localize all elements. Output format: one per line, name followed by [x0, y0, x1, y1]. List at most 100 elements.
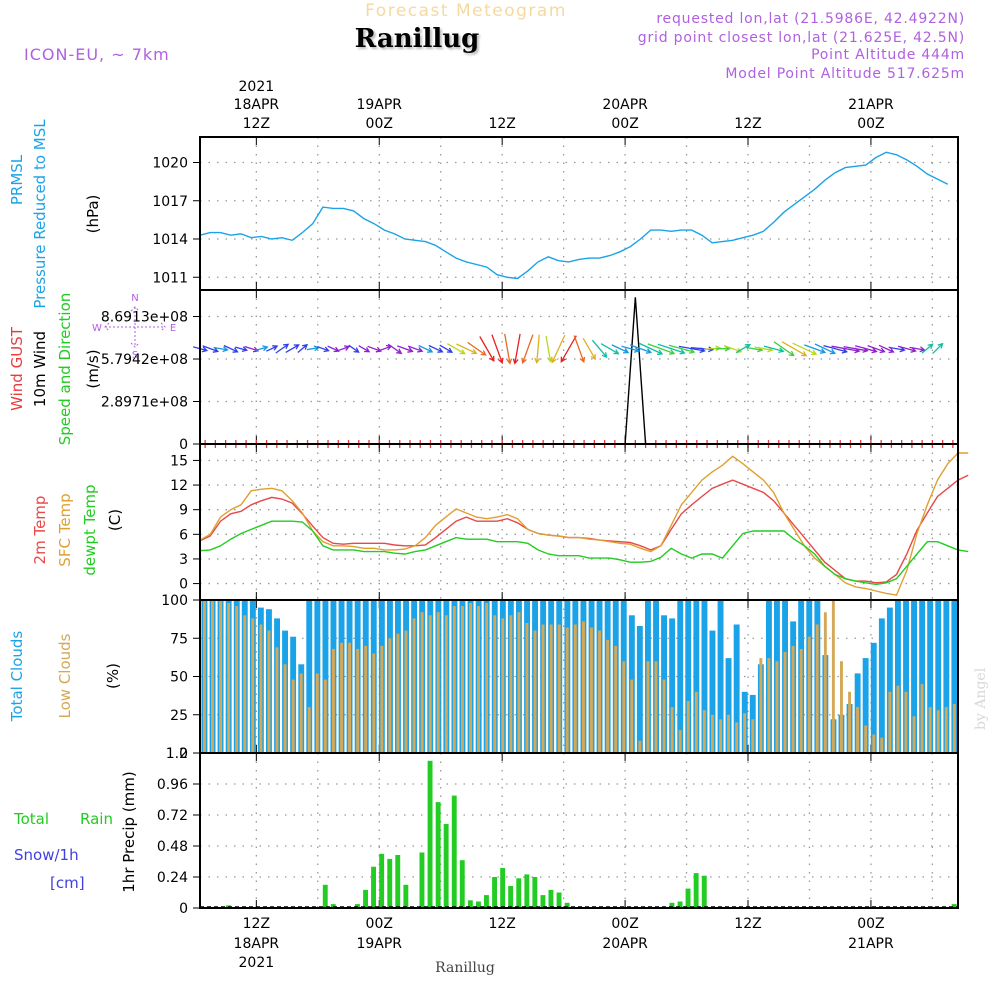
ytick-label: 0: [179, 901, 188, 917]
low-cloud-bar: [912, 716, 916, 753]
precip-bar: [435, 802, 441, 908]
bottom-hour-label: 00Z: [857, 916, 884, 932]
low-cloud-bar: [904, 691, 908, 753]
wind-arrow: [285, 344, 300, 353]
wind-arrow: [792, 342, 818, 356]
pressure-unit: (hPa): [84, 195, 102, 234]
top-date-label: 18APR: [234, 97, 280, 113]
wind-arrow: [337, 345, 351, 352]
wind-arrow: [867, 344, 886, 354]
precip-bar: [387, 858, 393, 908]
wind-arrow: [447, 343, 466, 355]
top-date-label: 19APR: [356, 97, 402, 113]
wind-arrow: [878, 344, 895, 354]
wind-arrow: [814, 343, 837, 355]
low-cloud-bar: [291, 679, 295, 753]
low-cloud-bar: [243, 615, 247, 753]
low-cloud-bar: [461, 606, 464, 753]
low-cloud-bar: [533, 630, 537, 753]
top-hour-label: 12Z: [488, 116, 515, 132]
low-cloud-bar: [775, 661, 779, 753]
panel-frame: [199, 136, 959, 291]
low-cloud-bar: [380, 645, 384, 753]
low-cloud-bar: [493, 615, 497, 753]
precip-bar: [669, 902, 675, 908]
low-cloud-bar: [936, 710, 940, 753]
low-cloud-bar: [501, 618, 505, 753]
low-cloud-bar: [356, 649, 360, 753]
low-cloud-bar: [235, 606, 239, 753]
page-title: Ranillug: [355, 24, 480, 54]
low-cloud-bar: [283, 664, 287, 753]
wind-arrow: [781, 341, 808, 357]
precip-bar: [419, 852, 425, 908]
low-cloud-bar: [477, 606, 480, 753]
precip-bar: [476, 901, 481, 908]
ytick-label: 15: [170, 453, 188, 469]
low-cloud-bar: [428, 615, 432, 753]
wind-arrow: [582, 337, 596, 361]
ytick-label: 6: [179, 527, 188, 543]
watermark: by Angel: [973, 667, 989, 730]
ytick-label: 8.6913e+08: [101, 310, 188, 326]
wind-arrow: [235, 346, 249, 353]
temp-dewpt-line: [199, 520, 969, 586]
wind-arrow: [763, 345, 785, 354]
bottom-hour-label: 12Z: [734, 916, 761, 932]
low-cloud-bar: [686, 701, 690, 753]
low-cloud-bar: [332, 649, 335, 753]
low-cloud-bar: [928, 707, 932, 753]
compass-e: E: [170, 323, 176, 334]
temp-sfc-label: SFC Temp: [56, 493, 74, 566]
wind-arrow: [823, 344, 848, 354]
top-hour-label: 00Z: [611, 116, 638, 132]
low-cloud-bar: [702, 710, 706, 753]
ytick-label: 2.8971e+08: [101, 395, 188, 411]
bottom-date-label: 18APR: [234, 936, 280, 952]
low-cloud-bar: [735, 722, 739, 753]
wind-arrow: [639, 342, 664, 355]
wind-unit: (m/s): [84, 349, 102, 388]
snow-unit-label: [cm]: [50, 874, 85, 892]
total-rain-label: Total: [13, 810, 49, 828]
precip-bar: [508, 886, 514, 908]
low-cloud-bar: [525, 623, 529, 753]
ytick-label: 1014: [152, 232, 188, 248]
low-cloud-bar: [614, 645, 618, 753]
ytick-label: 50: [170, 670, 188, 686]
model-altitude: Model Point Altitude 517.625m: [725, 66, 965, 82]
total-cloud-bar: [677, 600, 684, 753]
wind-arrow: [545, 335, 553, 363]
rain-label: Rain: [80, 810, 113, 828]
wind-arrow: [428, 344, 444, 353]
low-cloud-bar: [888, 691, 892, 753]
precip-bar: [355, 904, 360, 908]
total-cloud-bar: [870, 642, 877, 753]
total-cloud-bar: [717, 600, 724, 753]
low-cloud-bar: [646, 661, 650, 753]
total-clouds-label: Total Clouds: [8, 631, 26, 723]
wind-arrow: [804, 344, 827, 354]
low-cloud-bar: [670, 707, 674, 753]
clouds-unit: (%): [104, 663, 122, 689]
low-cloud-bar: [638, 740, 642, 753]
bottom-date-label: 19APR: [356, 936, 402, 952]
wind-arrow: [504, 333, 513, 365]
precip-bar: [322, 884, 328, 909]
bottom-hour-label: 00Z: [366, 916, 393, 932]
precip-bar: [330, 904, 336, 908]
low-cloud-bar: [831, 600, 835, 753]
wind-arrow: [418, 344, 434, 353]
clouds-panel: 0 25 50 75 100 Total Clouds Low Clouds (%): [8, 593, 959, 762]
wind-gust-label: Wind GUST: [8, 326, 26, 411]
grid-point-coords: grid point closest lon,lat (21.625E, 42.…: [638, 30, 965, 46]
low-cloud-bar: [315, 673, 319, 753]
wind-arrow: [773, 341, 795, 357]
ytick-label: 1020: [152, 156, 188, 172]
low-cloud-bar: [517, 612, 521, 753]
low-cloud-bar: [582, 621, 585, 753]
low-cloud-bar: [799, 649, 803, 753]
wind-arrow: [377, 344, 393, 352]
low-cloud-bar: [452, 606, 456, 753]
wind-arrow: [327, 345, 340, 353]
